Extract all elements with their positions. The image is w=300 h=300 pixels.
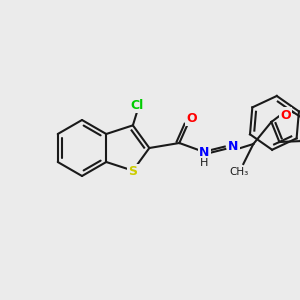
Text: O: O: [280, 109, 291, 122]
Text: Cl: Cl: [130, 99, 143, 112]
Text: S: S: [128, 165, 137, 178]
Text: H: H: [200, 158, 208, 168]
Text: N: N: [199, 146, 209, 160]
Text: O: O: [186, 112, 196, 124]
Text: CH₃: CH₃: [230, 167, 249, 177]
Text: N: N: [228, 140, 238, 154]
